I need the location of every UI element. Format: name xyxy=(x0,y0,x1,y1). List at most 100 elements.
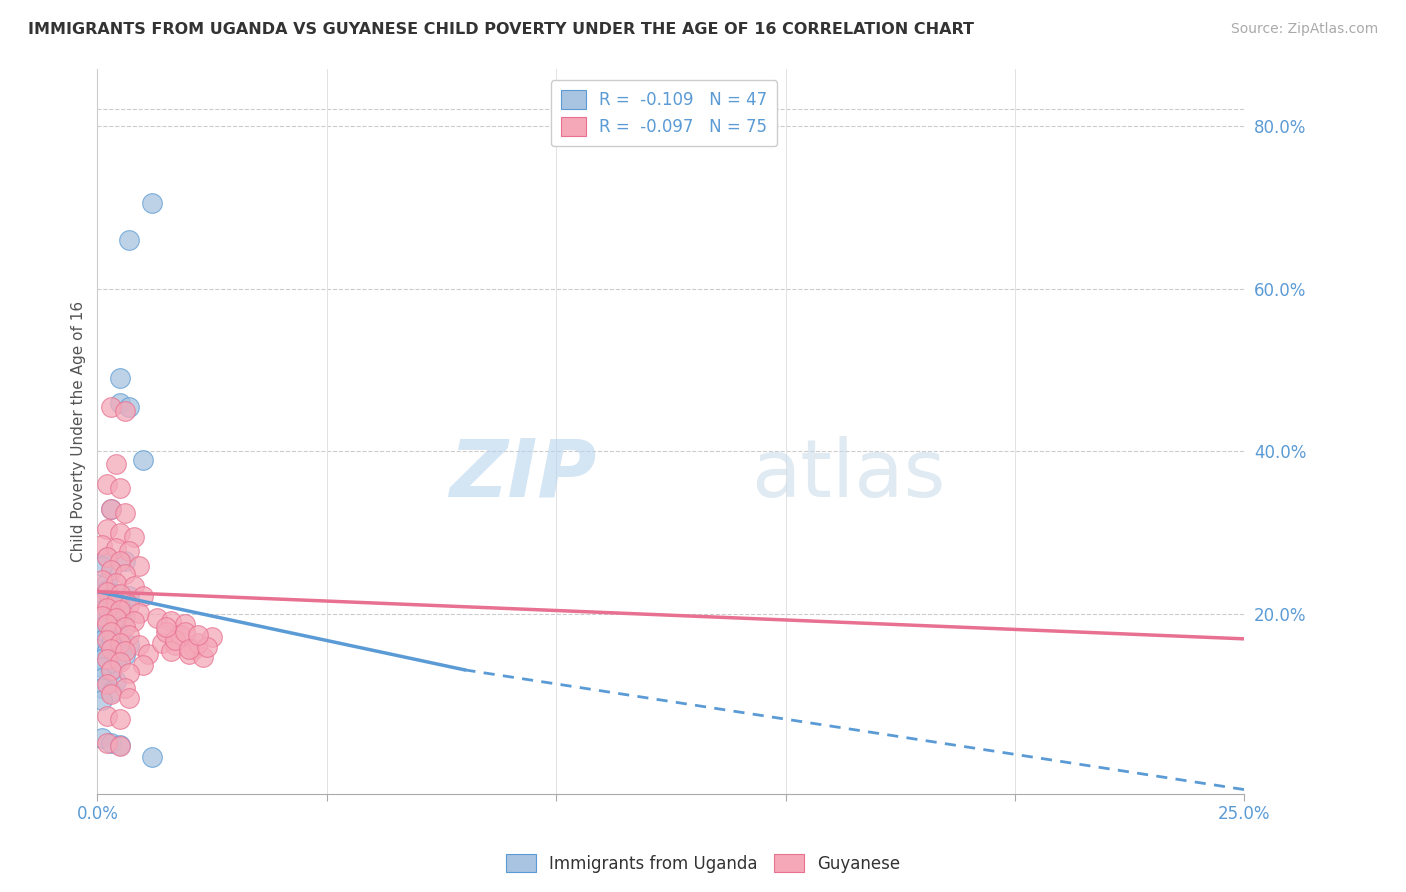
Point xyxy=(110,712,132,726)
Point xyxy=(110,554,132,568)
Text: atlas: atlas xyxy=(751,435,946,514)
Point xyxy=(118,628,141,642)
Point xyxy=(118,233,141,247)
Legend: Immigrants from Uganda, Guyanese: Immigrants from Uganda, Guyanese xyxy=(499,847,907,880)
Point xyxy=(128,639,150,653)
Legend: R =  -0.109   N = 47, R =  -0.097   N = 75: R = -0.109 N = 47, R = -0.097 N = 75 xyxy=(551,80,778,146)
Point xyxy=(104,457,127,471)
Point xyxy=(118,690,141,705)
Point xyxy=(91,603,114,617)
Point xyxy=(110,603,132,617)
Point xyxy=(91,731,114,746)
Point xyxy=(114,506,136,520)
Point xyxy=(179,641,201,656)
Point xyxy=(96,614,118,628)
Point xyxy=(86,611,108,625)
Point xyxy=(201,630,224,644)
Point xyxy=(104,622,127,636)
Point xyxy=(100,736,122,750)
Point xyxy=(110,738,132,752)
Text: Source: ZipAtlas.com: Source: ZipAtlas.com xyxy=(1230,22,1378,37)
Point xyxy=(96,477,118,491)
Point xyxy=(169,628,191,642)
Point xyxy=(110,481,132,495)
Point xyxy=(91,573,114,587)
Point xyxy=(96,644,118,658)
Point xyxy=(91,558,114,573)
Point xyxy=(96,582,118,597)
Point xyxy=(91,595,114,609)
Point xyxy=(122,530,145,544)
Point xyxy=(187,628,209,642)
Point xyxy=(141,750,163,764)
Point xyxy=(146,611,169,625)
Point xyxy=(100,563,122,577)
Point xyxy=(118,639,141,653)
Point xyxy=(183,641,205,656)
Point xyxy=(110,630,132,644)
Point xyxy=(114,648,136,662)
Point xyxy=(165,633,187,648)
Point xyxy=(114,403,136,417)
Point xyxy=(91,652,114,666)
Point xyxy=(96,617,118,632)
Point xyxy=(110,371,132,385)
Point xyxy=(91,660,114,674)
Point xyxy=(110,636,132,650)
Point xyxy=(100,563,122,577)
Point xyxy=(141,196,163,211)
Point xyxy=(155,620,177,634)
Point xyxy=(86,641,108,656)
Point xyxy=(100,636,122,650)
Point xyxy=(91,620,114,634)
Point xyxy=(118,666,141,681)
Point xyxy=(118,544,141,558)
Point xyxy=(114,644,136,658)
Point xyxy=(96,709,118,723)
Point xyxy=(96,676,118,690)
Point xyxy=(155,625,177,640)
Point xyxy=(96,584,118,599)
Text: ZIP: ZIP xyxy=(449,435,596,514)
Point xyxy=(159,644,181,658)
Point xyxy=(132,590,155,604)
Point xyxy=(104,655,127,669)
Point xyxy=(110,599,132,614)
Point xyxy=(187,636,209,650)
Point xyxy=(104,607,127,622)
Point xyxy=(110,587,132,601)
Point xyxy=(159,614,181,628)
Point xyxy=(110,655,132,669)
Point xyxy=(114,566,136,581)
Point xyxy=(104,541,127,555)
Point xyxy=(197,640,219,654)
Point xyxy=(114,609,136,624)
Point xyxy=(114,554,136,568)
Point xyxy=(104,576,127,591)
Point xyxy=(132,452,155,467)
Point xyxy=(100,641,122,656)
Point xyxy=(118,400,141,414)
Point xyxy=(96,652,118,666)
Point xyxy=(91,693,114,707)
Point xyxy=(100,687,122,701)
Point xyxy=(114,620,136,634)
Point xyxy=(173,617,195,632)
Point xyxy=(136,647,159,661)
Point xyxy=(179,647,201,661)
Point xyxy=(110,525,132,540)
Point xyxy=(104,595,127,609)
Point xyxy=(96,601,118,615)
Point xyxy=(122,579,145,593)
Point xyxy=(150,636,173,650)
Point xyxy=(128,558,150,573)
Point xyxy=(96,522,118,536)
Point xyxy=(165,639,187,653)
Point xyxy=(91,671,114,685)
Point xyxy=(100,685,122,699)
Point xyxy=(91,592,114,607)
Point xyxy=(122,614,145,628)
Point xyxy=(100,501,122,516)
Point xyxy=(100,625,122,640)
Point xyxy=(96,550,118,565)
